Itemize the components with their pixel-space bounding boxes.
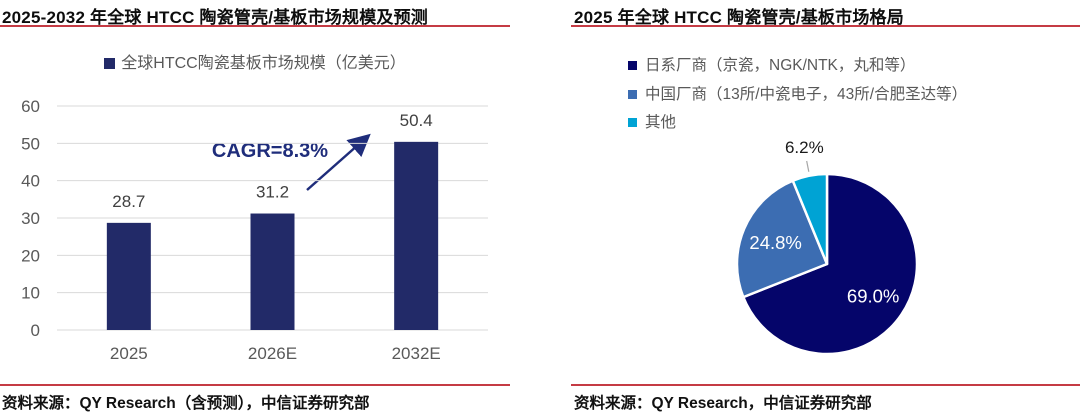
pie-slice-0 xyxy=(742,172,919,356)
legend-swatch-japan xyxy=(628,61,637,70)
bar-legend-label: 全球HTCC陶瓷基板市场规模（亿美元） xyxy=(121,55,406,72)
y-tick-label: 0 xyxy=(31,321,40,340)
right-title-rule xyxy=(571,25,1080,27)
pie-slice-2 xyxy=(791,172,829,266)
pie-data-label: 24.8% xyxy=(749,232,801,253)
bar-value-label: 50.4 xyxy=(400,111,433,130)
pie-data-label: 6.2% xyxy=(785,138,824,157)
y-tick-label: 40 xyxy=(21,172,40,191)
x-tick-label: 2032E xyxy=(392,344,441,363)
cagr-annotation: CAGR=8.3% xyxy=(212,140,328,162)
right-chart-title: 2025 年全球 HTCC 陶瓷管壳/基板市场格局 xyxy=(574,8,904,27)
y-tick-label: 50 xyxy=(21,134,40,153)
bar-value-label: 28.7 xyxy=(112,192,145,211)
legend-item-others: 其他 xyxy=(628,114,967,132)
legend-swatch-market-size xyxy=(104,58,116,69)
pie-chart: 69.0% 24.8% 6.2% xyxy=(735,138,919,356)
y-tick-label: 10 xyxy=(21,284,40,303)
bar-2026E xyxy=(250,213,295,330)
left-source: 资料来源：QY Research（含预测），中信证券研究部 xyxy=(2,395,370,412)
pie-legend: 日系厂商（京瓷，NGK/NTK，丸和等） 中国厂商（13所/中瓷电子，43所/合… xyxy=(628,57,967,143)
x-tick-label: 2026E xyxy=(248,344,297,363)
y-tick-label: 20 xyxy=(21,246,40,265)
bar-chart: CAGR=8.3% 0 10 20 30 40 50 60 28.7 2025 31.2 2026E… xyxy=(21,97,488,363)
legend-item-china-makers: 中国厂商（13所/中瓷电子，43所/合肥圣达等） xyxy=(628,86,967,104)
cagr-arrow xyxy=(306,133,371,191)
bar-2025 xyxy=(106,222,151,330)
right-source-rule xyxy=(571,384,1080,386)
right-source: 资料来源：QY Research，中信证券研究部 xyxy=(574,395,872,412)
legend-label-japan: 日系厂商（京瓷，NGK/NTK，丸和等） xyxy=(645,57,916,74)
pie-data-label: 69.0% xyxy=(847,285,899,306)
bar-value-label: 31.2 xyxy=(256,183,289,202)
left-source-rule xyxy=(0,384,510,386)
left-chart-title: 2025-2032 年全球 HTCC 陶瓷管壳/基板市场规模及预测 xyxy=(2,8,429,27)
y-tick-label: 60 xyxy=(21,97,40,116)
legend-item-japan-makers: 日系厂商（京瓷，NGK/NTK，丸和等） xyxy=(628,57,967,75)
y-tick-label: 30 xyxy=(21,209,40,228)
pie-label-leader xyxy=(806,160,810,172)
left-title-rule xyxy=(0,25,510,27)
legend-swatch-china xyxy=(628,89,637,99)
legend-swatch-others xyxy=(628,118,637,127)
legend-label-others: 其他 xyxy=(645,114,677,131)
legend-label-china: 中国厂商（13所/中瓷电子，43所/合肥圣达等） xyxy=(645,85,968,103)
bar-chart-legend: 全球HTCC陶瓷基板市场规模（亿美元） xyxy=(0,54,510,74)
bar-2032E xyxy=(394,141,439,330)
x-tick-label: 2025 xyxy=(110,344,148,363)
